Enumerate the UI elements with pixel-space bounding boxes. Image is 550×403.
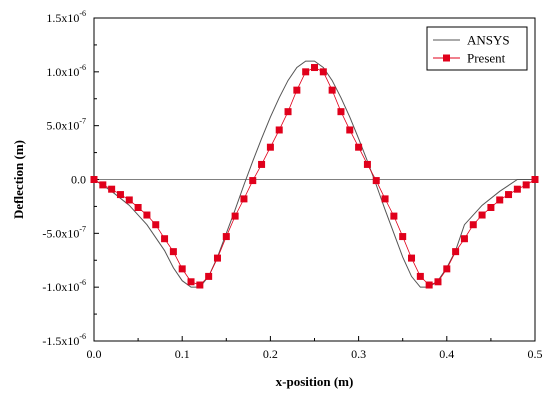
data-point <box>187 278 195 286</box>
data-point <box>372 177 380 185</box>
data-point <box>240 195 248 203</box>
data-point <box>531 176 539 183</box>
data-point <box>169 248 177 256</box>
data-point <box>434 278 442 286</box>
data-point <box>108 185 116 193</box>
data-point <box>443 265 451 273</box>
data-point <box>337 108 345 116</box>
data-series <box>90 60 539 289</box>
data-point <box>355 143 363 151</box>
data-point <box>469 221 477 229</box>
axis-ticks: 0.0 0.1 0.2 0.3 0.4 0.5 1.5x10-6 1.0x10-6 5.0x10… <box>42 9 542 361</box>
data-point <box>460 235 468 243</box>
series-line-ansys <box>93 60 535 288</box>
data-point <box>178 265 186 273</box>
y-tick-label: 1.0x10-6 <box>46 63 86 79</box>
y-tick-label: -1.0x10-6 <box>42 278 86 294</box>
data-point <box>425 281 433 289</box>
x-tick-label: 0.1 <box>175 347 190 361</box>
data-point <box>116 191 124 199</box>
x-tick-label: 0.0 <box>87 347 102 361</box>
data-point <box>293 86 301 94</box>
data-point <box>196 281 204 289</box>
legend-box <box>426 26 528 71</box>
data-point <box>152 221 160 229</box>
data-point <box>231 212 239 220</box>
x-tick-label: 0.2 <box>263 347 278 361</box>
x-tick-label: 0.3 <box>351 347 366 361</box>
data-point <box>302 68 310 76</box>
data-point <box>416 272 424 280</box>
data-point <box>205 272 213 280</box>
data-point <box>249 177 257 185</box>
data-point <box>408 254 416 262</box>
y-axis-title: Deflection (m) <box>11 140 26 219</box>
y-tick-label: -1.5x10-6 <box>42 332 86 348</box>
data-point <box>319 68 327 76</box>
data-point <box>125 196 133 204</box>
data-point <box>478 211 486 219</box>
data-point <box>487 203 495 211</box>
data-point <box>390 212 398 220</box>
y-tick-label: 5.0x10-7 <box>46 117 86 133</box>
data-point <box>346 126 354 134</box>
legend-label-ansys: ANSYS <box>467 33 510 48</box>
legend: ANSYS Present <box>426 26 528 71</box>
x-tick-label: 0.4 <box>439 347 454 361</box>
x-axis-title: x-position (m) <box>276 374 354 389</box>
data-point <box>266 143 274 151</box>
data-point <box>513 185 521 193</box>
data-point <box>505 191 513 199</box>
data-point <box>161 235 169 243</box>
x-tick-label: 0.5 <box>528 347 543 361</box>
data-point <box>258 160 266 168</box>
legend-marker <box>443 54 450 62</box>
data-point <box>284 108 292 116</box>
data-point <box>134 203 142 211</box>
data-point <box>522 181 530 189</box>
data-point <box>311 64 318 72</box>
legend-label-present: Present <box>467 51 506 66</box>
data-point <box>143 211 151 219</box>
data-point <box>328 86 336 94</box>
data-point <box>452 248 460 256</box>
data-point <box>363 160 371 168</box>
data-point <box>275 126 283 134</box>
data-point <box>496 196 504 204</box>
data-point <box>222 233 230 241</box>
series-line-present <box>93 67 536 286</box>
y-tick-label: 0.0 <box>71 173 86 187</box>
data-point <box>213 254 221 262</box>
y-tick-label: -5.0x10-7 <box>42 224 86 240</box>
data-point <box>399 233 407 241</box>
data-point <box>99 181 107 189</box>
data-point <box>381 195 389 203</box>
y-tick-label: 1.5x10-6 <box>46 9 86 25</box>
data-point <box>90 176 98 183</box>
